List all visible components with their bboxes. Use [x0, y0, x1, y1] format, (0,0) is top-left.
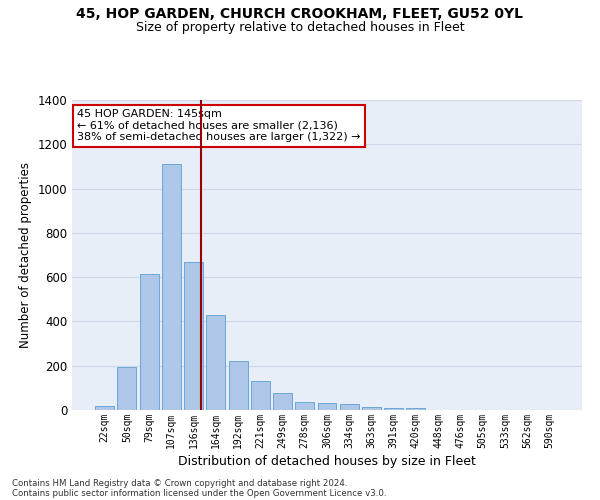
Bar: [251, 381, 270, 410]
Bar: [273, 394, 292, 410]
Bar: [362, 406, 381, 410]
Bar: [340, 404, 359, 410]
Bar: [184, 262, 203, 410]
Y-axis label: Number of detached properties: Number of detached properties: [19, 162, 32, 348]
Text: Size of property relative to detached houses in Fleet: Size of property relative to detached ho…: [136, 21, 464, 34]
X-axis label: Distribution of detached houses by size in Fleet: Distribution of detached houses by size …: [178, 455, 476, 468]
Bar: [406, 408, 425, 410]
Bar: [317, 404, 337, 410]
Bar: [384, 408, 403, 410]
Bar: [118, 367, 136, 410]
Text: 45, HOP GARDEN, CHURCH CROOKHAM, FLEET, GU52 0YL: 45, HOP GARDEN, CHURCH CROOKHAM, FLEET, …: [77, 8, 523, 22]
Bar: [206, 315, 225, 410]
Text: 45 HOP GARDEN: 145sqm
← 61% of detached houses are smaller (2,136)
38% of semi-d: 45 HOP GARDEN: 145sqm ← 61% of detached …: [77, 110, 361, 142]
Bar: [295, 402, 314, 410]
Bar: [95, 406, 114, 410]
Bar: [140, 274, 158, 410]
Text: Contains public sector information licensed under the Open Government Licence v3: Contains public sector information licen…: [12, 488, 386, 498]
Text: Contains HM Land Registry data © Crown copyright and database right 2024.: Contains HM Land Registry data © Crown c…: [12, 478, 347, 488]
Bar: [229, 362, 248, 410]
Bar: [162, 164, 181, 410]
